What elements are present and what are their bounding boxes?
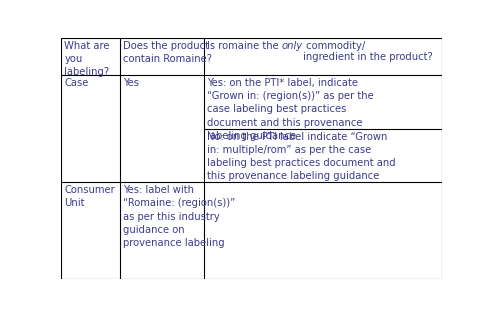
Text: only: only — [282, 41, 303, 51]
Text: commodity/
ingredient in the product?: commodity/ ingredient in the product? — [303, 41, 433, 62]
Text: Yes: on the PTI* label, indicate
“Grown in: (region(s))” as per the
case labelin: Yes: on the PTI* label, indicate “Grown … — [207, 78, 374, 141]
Text: Yes: Yes — [123, 78, 139, 88]
Text: Case: Case — [64, 78, 89, 88]
Text: Consumer
Unit: Consumer Unit — [64, 185, 115, 208]
Text: Is romaine the: Is romaine the — [207, 41, 282, 51]
Text: No: on the PTI label indicate “Grown
in: multiple/rom” as per the case
labeling : No: on the PTI label indicate “Grown in:… — [207, 132, 396, 181]
Text: Does the product
contain Romaine?: Does the product contain Romaine? — [123, 41, 213, 64]
Text: Yes: label with
“Romaine: (region(s))”
as per this industry
guidance on
provenan: Yes: label with “Romaine: (region(s))” a… — [123, 185, 236, 248]
Text: What are
you
labeling?: What are you labeling? — [64, 41, 110, 77]
